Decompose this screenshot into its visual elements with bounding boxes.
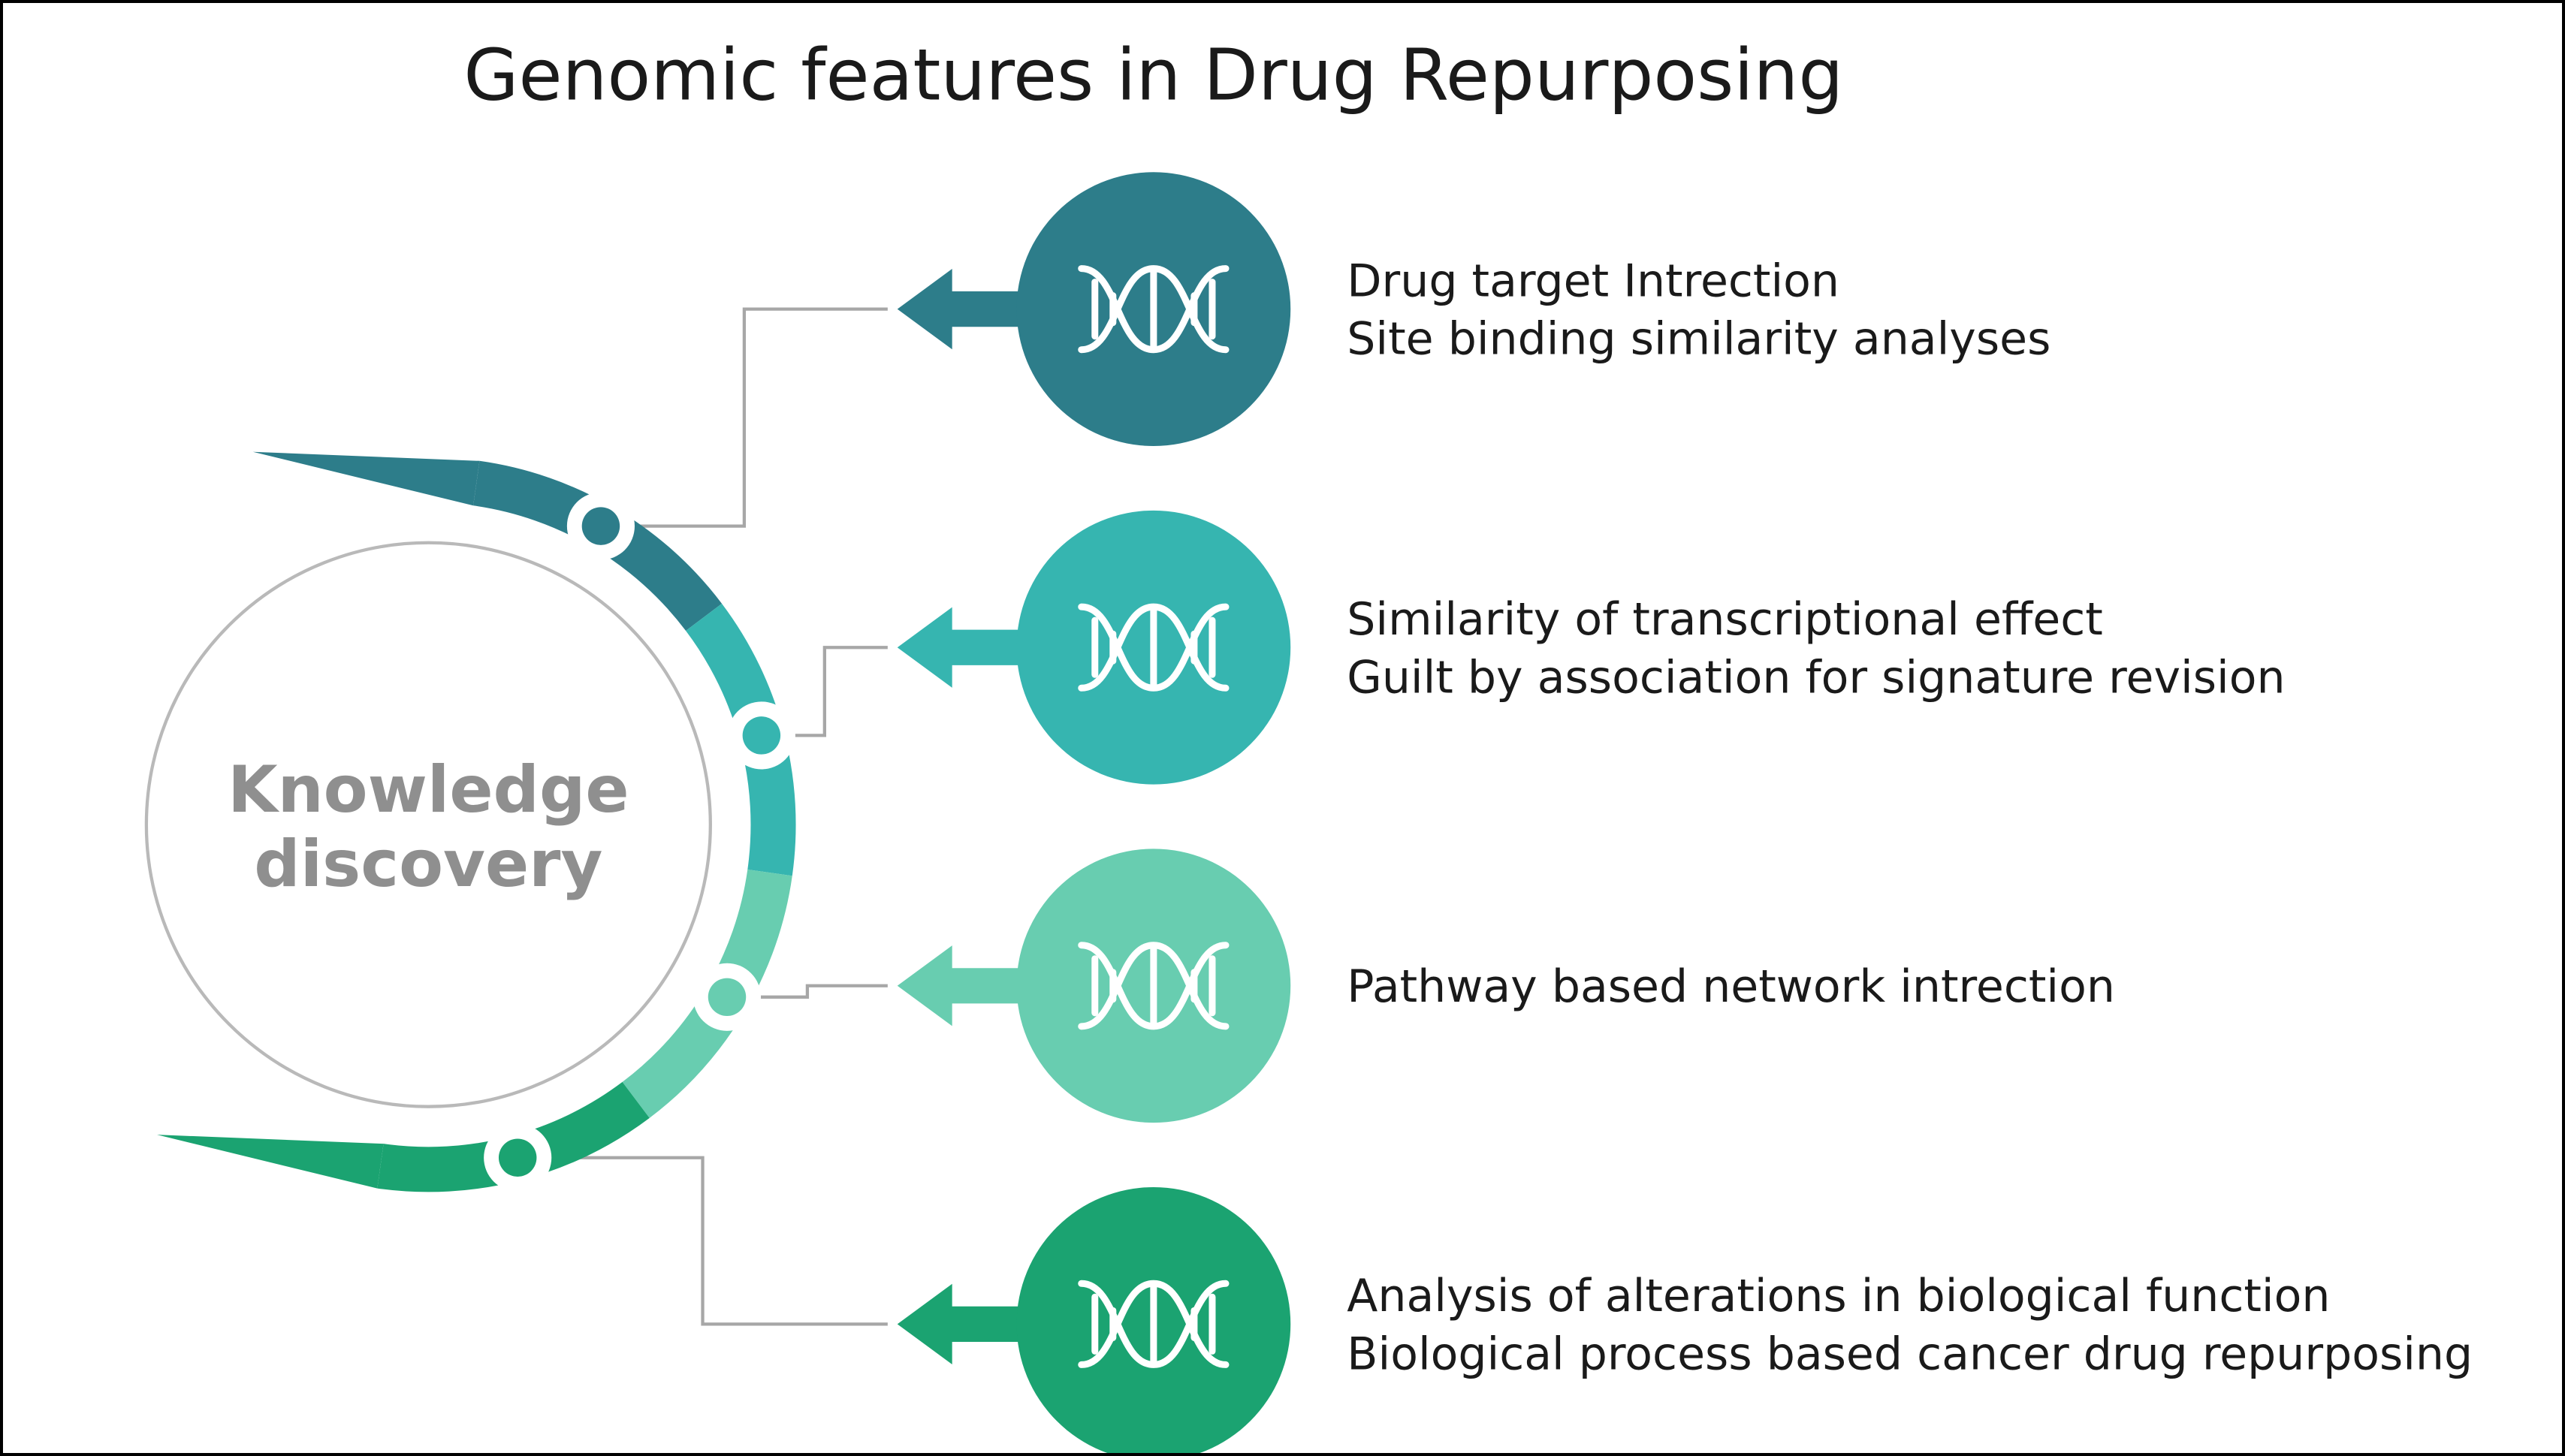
feature-text-line: Analysis of alterations in biological fu… [1347, 1270, 2330, 1322]
connector-line [601, 309, 888, 526]
feature-node [898, 849, 1291, 1123]
arc-dot [582, 507, 620, 544]
arc-tail [157, 1135, 384, 1189]
feature-text-line: Guilt by association for signature revis… [1347, 651, 2285, 704]
feature-text-line: Biological process based cancer drug rep… [1347, 1328, 2473, 1380]
feature-node [898, 172, 1291, 446]
center-label-line1: Knowledge [228, 752, 629, 827]
center-label-line2: discovery [254, 827, 602, 902]
nodes-layer [898, 172, 1291, 1453]
arc-dot [708, 978, 746, 1016]
node-arrow [898, 607, 1027, 688]
feature-text-line: Drug target Intrection [1347, 255, 1839, 307]
node-arrow [898, 945, 1027, 1026]
node-arrow [898, 1284, 1027, 1364]
feature-text-line: Similarity of transcriptional effect [1347, 593, 2103, 646]
feature-text-line: Pathway based network intrection [1347, 960, 2115, 1013]
arc-dot [499, 1139, 536, 1177]
feature-node [898, 511, 1291, 785]
feature-node [898, 1187, 1291, 1453]
diagram-frame: Genomic features in Drug Repurposing Kno… [0, 0, 2565, 1456]
arc-tail [253, 452, 480, 506]
texts-layer: Drug target Intrection Site binding simil… [1347, 255, 2473, 1380]
diagram-svg: Genomic features in Drug Repurposing Kno… [3, 3, 2562, 1453]
node-arrow [898, 269, 1027, 349]
feature-text-line: Site binding similarity analyses [1347, 313, 2050, 366]
diagram-title: Genomic features in Drug Repurposing [463, 35, 1843, 117]
connector-line [518, 1158, 888, 1325]
arc-dot [743, 716, 780, 754]
